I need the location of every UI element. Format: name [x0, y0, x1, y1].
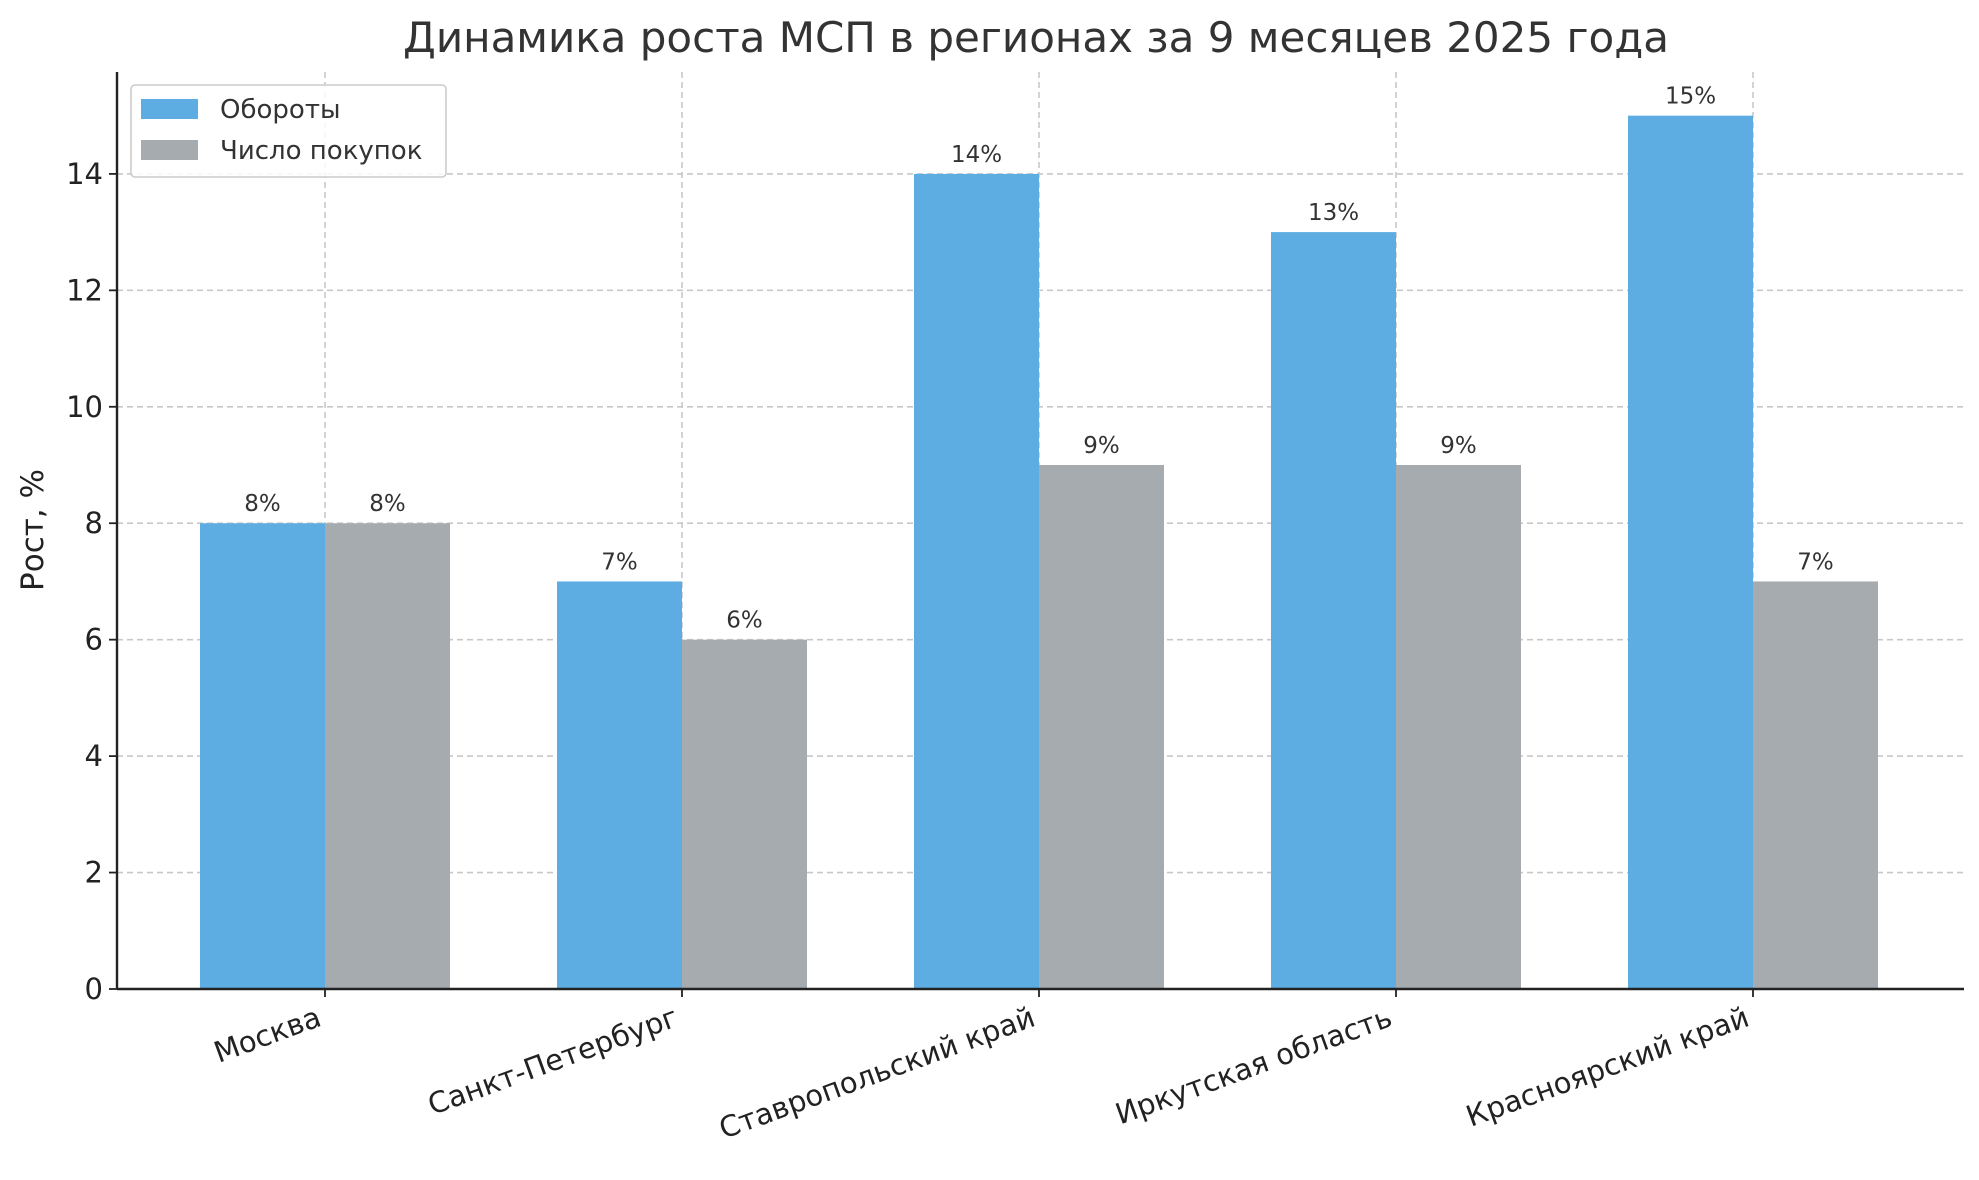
data-label: 15% — [1665, 84, 1716, 110]
data-label: 8% — [369, 491, 406, 517]
data-label: 6% — [726, 608, 763, 634]
legend-swatch-turnover — [141, 99, 198, 119]
x-tick-label: Иркутская область — [1111, 1000, 1396, 1132]
data-label: 7% — [601, 549, 638, 575]
data-label: 9% — [1440, 433, 1477, 459]
y-tick-label: 0 — [85, 972, 103, 1006]
axes — [109, 72, 1964, 997]
data-label: 8% — [244, 491, 281, 517]
legend-swatch-purchases — [141, 140, 198, 160]
y-axis-label: Рост, % — [15, 469, 51, 591]
bar-turnover — [557, 581, 682, 989]
legend-label-turnover: Обороты — [220, 95, 341, 125]
data-label: 9% — [1083, 433, 1120, 459]
bar-purchases — [1396, 465, 1521, 989]
legend-label-purchases: Число покупок — [220, 136, 422, 166]
chart-title: Динамика роста МСП в регионах за 9 месяц… — [403, 13, 1669, 62]
bar-turnover — [200, 523, 325, 989]
bar-purchases — [1753, 581, 1878, 989]
y-tick-label: 2 — [85, 856, 103, 890]
legend: Обороты Число покупок — [130, 84, 447, 178]
bars — [200, 115, 1878, 990]
y-tick-label: 4 — [85, 739, 103, 773]
y-tick-label: 12 — [66, 273, 103, 307]
bar-turnover — [914, 173, 1039, 989]
x-tick-label: Москва — [209, 1000, 325, 1070]
legend-box — [130, 84, 447, 178]
bar-purchases — [682, 639, 807, 989]
bar-turnover — [1628, 115, 1753, 989]
data-label: 7% — [1797, 549, 1834, 575]
bar-purchases — [325, 523, 450, 989]
y-tick-label: 14 — [66, 157, 103, 191]
y-tick-label: 6 — [85, 623, 103, 657]
data-label: 14% — [951, 142, 1002, 168]
data-label: 13% — [1308, 200, 1359, 226]
bar-purchases — [1039, 465, 1164, 989]
x-tick-label: Ставропольский край — [714, 1000, 1039, 1146]
bar-turnover — [1271, 232, 1396, 990]
x-tick-label: Санкт-Петербург — [423, 1000, 682, 1122]
y-tick-label: 8 — [85, 506, 103, 540]
x-tick-label: Красноярский край — [1462, 1000, 1754, 1134]
y-tick-label: 10 — [66, 390, 103, 424]
